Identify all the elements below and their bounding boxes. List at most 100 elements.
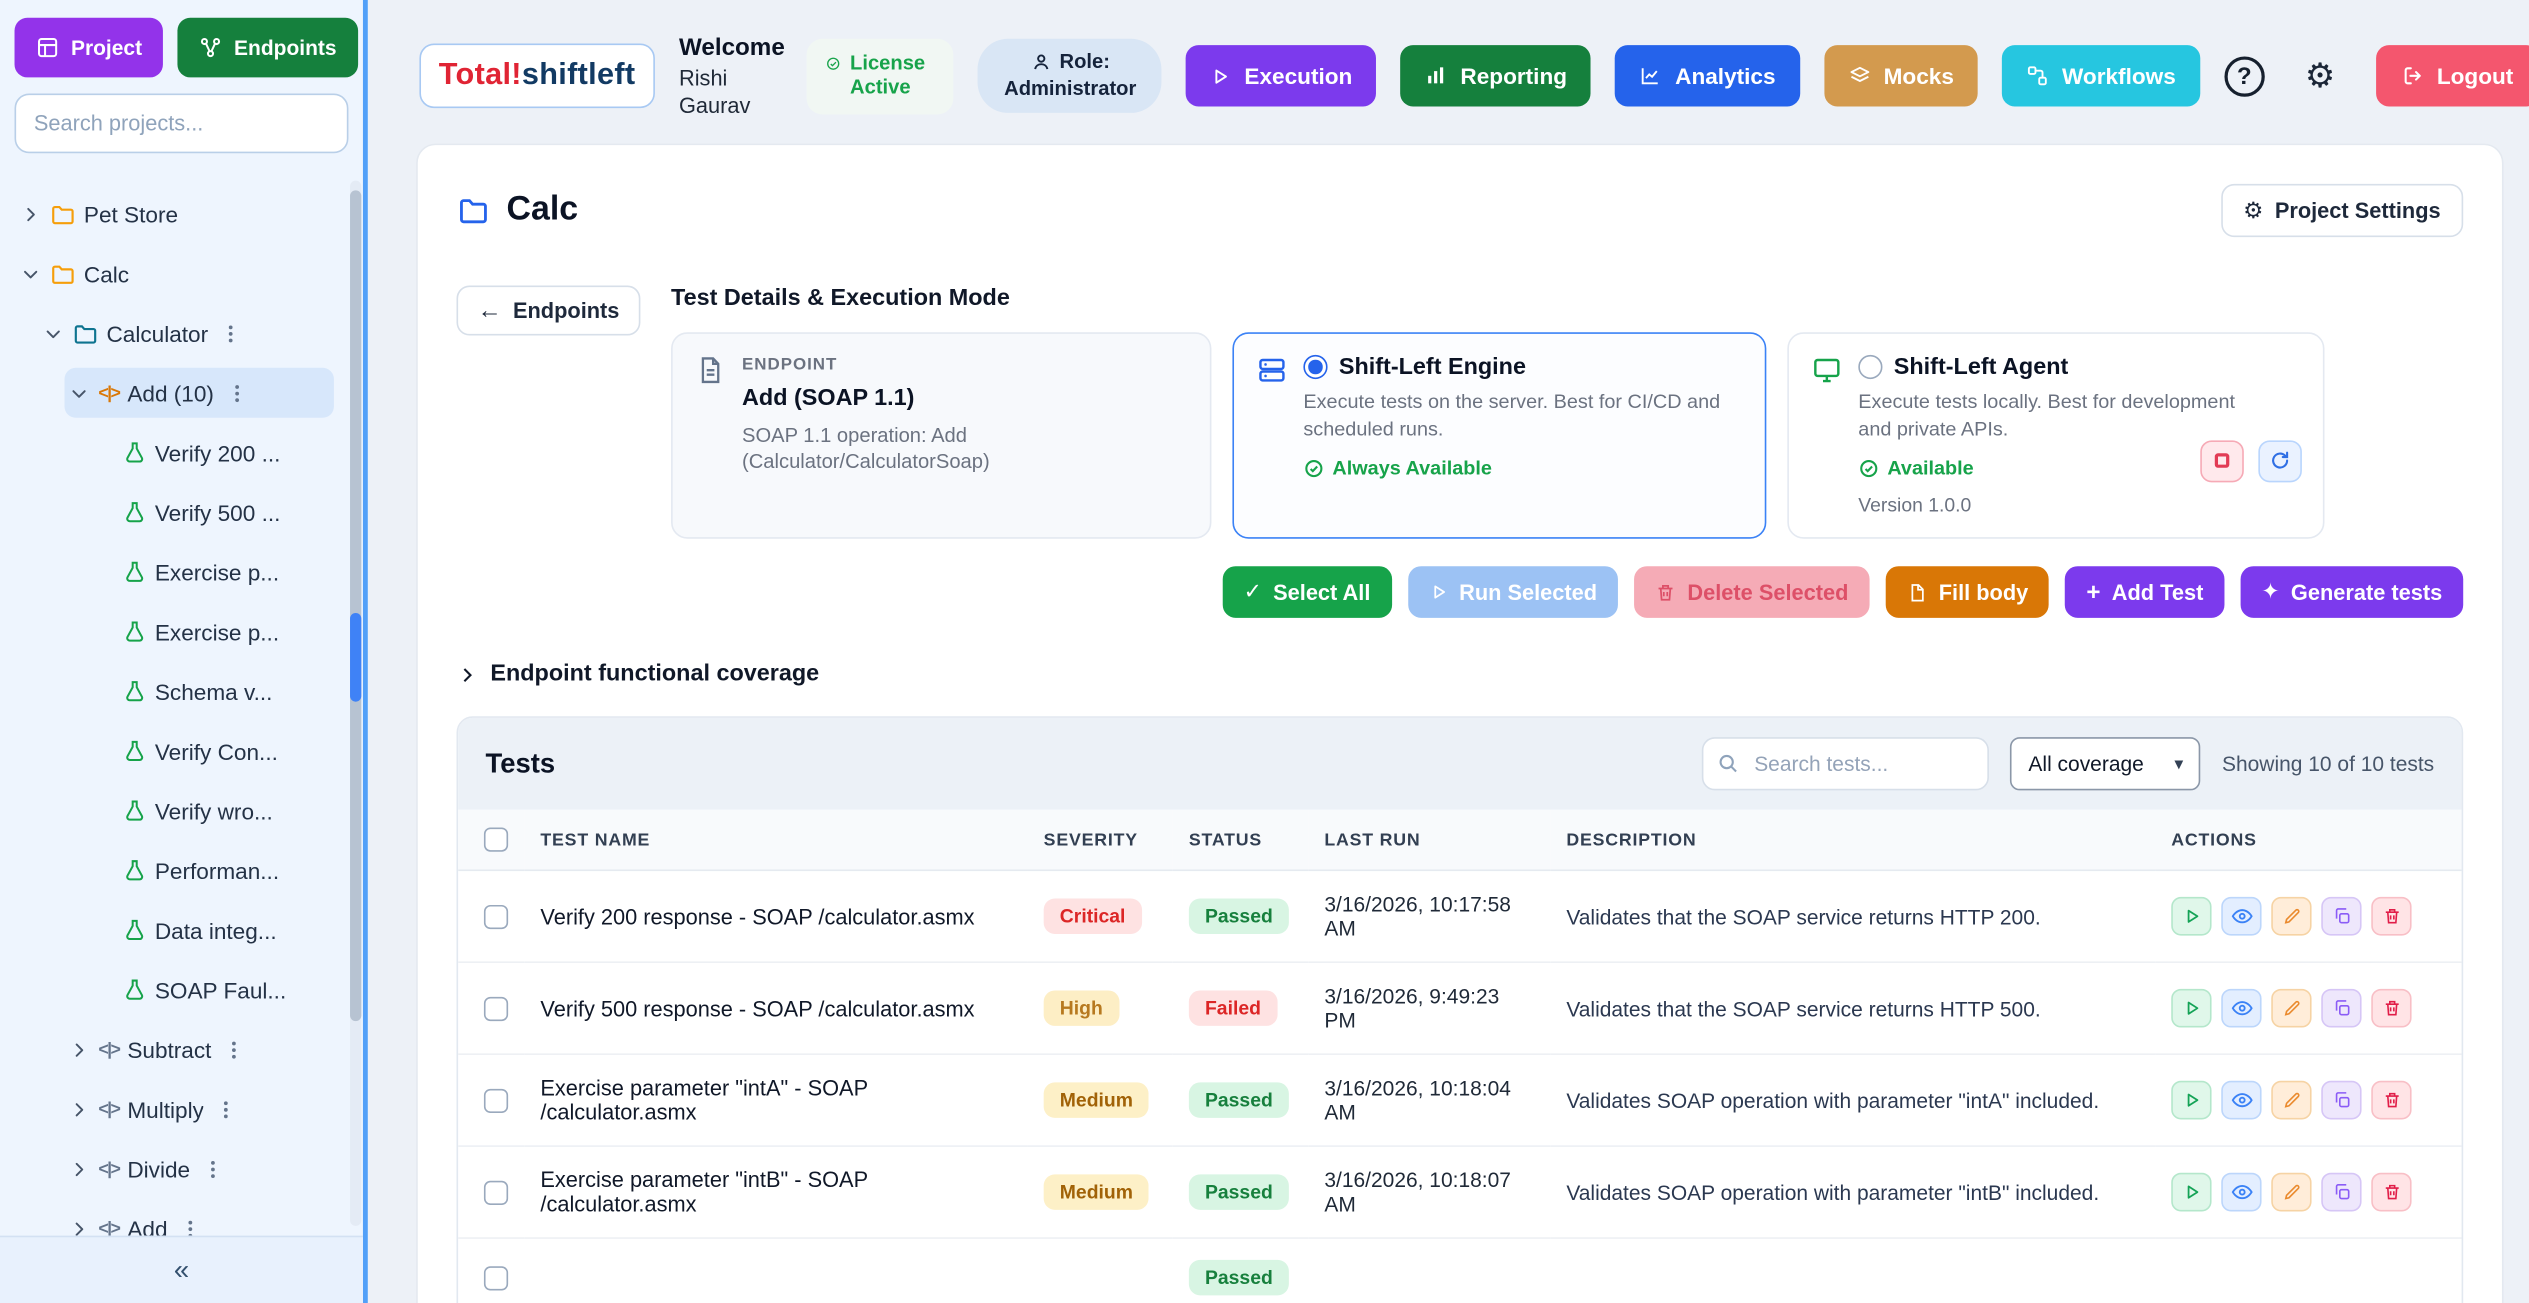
duplicate-test-button[interactable] bbox=[2321, 1080, 2362, 1120]
tree-item-verify-con[interactable]: Verify Con... bbox=[119, 726, 334, 776]
tree-item-label: Verify 200 ... bbox=[154, 439, 281, 466]
coverage-filter-select[interactable]: All coverage ▾ bbox=[2010, 737, 2202, 791]
sidebar-scrollbar[interactable] bbox=[350, 180, 362, 1226]
tree-item-pet-store[interactable]: Pet Store bbox=[16, 189, 334, 239]
chevron-right-icon[interactable] bbox=[68, 1219, 91, 1236]
tree-item-add[interactable]: <|> Add bbox=[65, 1203, 334, 1236]
logout-button[interactable]: Logout bbox=[2375, 45, 2529, 107]
chevron-down-icon[interactable] bbox=[42, 323, 65, 342]
kebab-menu-icon[interactable] bbox=[179, 1217, 202, 1236]
tree-item-calc[interactable]: Calc bbox=[16, 248, 334, 298]
chevron-right-icon[interactable] bbox=[19, 204, 42, 223]
analytics-button[interactable]: Analytics bbox=[1615, 45, 1800, 107]
kebab-menu-icon[interactable] bbox=[201, 1157, 224, 1180]
generate-tests-button[interactable]: ✦ Generate tests bbox=[2240, 566, 2464, 618]
tree-item-label: Multiply bbox=[127, 1096, 204, 1122]
tree-item-verify-500[interactable]: Verify 500 ... bbox=[119, 487, 334, 537]
chevron-right-icon[interactable] bbox=[68, 1040, 91, 1059]
reporting-button[interactable]: Reporting bbox=[1400, 45, 1592, 107]
shift-left-engine-card[interactable]: Shift-Left Engine Execute tests on the s… bbox=[1232, 331, 1767, 539]
tree-item-add-10[interactable]: <|> Add (10) bbox=[64, 367, 334, 418]
kebab-menu-icon[interactable] bbox=[215, 1098, 238, 1121]
tree-item-divide[interactable]: <|> Divide bbox=[65, 1144, 334, 1194]
row-checkbox[interactable] bbox=[483, 904, 509, 930]
kebab-menu-icon[interactable] bbox=[223, 1038, 246, 1061]
view-test-button[interactable] bbox=[2221, 896, 2262, 936]
help-icon[interactable]: ? bbox=[2224, 56, 2265, 97]
chevron-right-icon[interactable] bbox=[68, 1159, 91, 1178]
mocks-button[interactable]: Mocks bbox=[1823, 45, 1979, 107]
chevron-right-icon[interactable] bbox=[68, 1099, 91, 1118]
shift-left-agent-card[interactable]: Shift-Left Agent Execute tests locally. … bbox=[1787, 331, 2325, 539]
agent-stop-button[interactable] bbox=[2200, 439, 2244, 482]
view-test-button[interactable] bbox=[2221, 988, 2262, 1028]
delete-test-button[interactable] bbox=[2371, 1172, 2412, 1212]
row-checkbox[interactable] bbox=[483, 996, 509, 1022]
row-checkbox[interactable] bbox=[483, 1088, 509, 1113]
tree-item-exercise-p[interactable]: Exercise p... bbox=[119, 607, 334, 657]
back-to-endpoints-button[interactable]: ← Endpoints bbox=[456, 284, 641, 335]
tree-item-data-integ[interactable]: Data integ... bbox=[119, 905, 334, 955]
add-test-button[interactable]: + Add Test bbox=[2065, 566, 2225, 618]
tree-item-calculator[interactable]: Calculator bbox=[39, 308, 334, 358]
plus-icon: + bbox=[2086, 578, 2101, 606]
engine-radio[interactable] bbox=[1303, 355, 1328, 380]
select-all-button[interactable]: ✓ Select All bbox=[1222, 566, 1392, 618]
tree-item-soap-faul[interactable]: SOAP Faul... bbox=[119, 965, 334, 1015]
settings-gear-icon[interactable]: ⚙ bbox=[2304, 57, 2336, 95]
sidebar-collapse-button[interactable]: « bbox=[0, 1235, 363, 1303]
delete-test-button[interactable] bbox=[2371, 988, 2412, 1028]
tree-item-schema-v[interactable]: Schema v... bbox=[119, 666, 334, 716]
run-test-button[interactable] bbox=[2171, 1080, 2212, 1120]
table-row: Verify 200 response - SOAP /calculator.a… bbox=[458, 870, 2462, 964]
coverage-toggle[interactable]: Endpoint functional coverage bbox=[457, 661, 2464, 687]
search-projects-input[interactable] bbox=[14, 93, 349, 154]
tree-item-verify-200[interactable]: Verify 200 ... bbox=[119, 427, 334, 477]
agent-refresh-button[interactable] bbox=[2258, 439, 2302, 482]
run-selected-button[interactable]: Run Selected bbox=[1407, 566, 1619, 618]
delete-test-button[interactable] bbox=[2371, 1080, 2412, 1120]
duplicate-test-button[interactable] bbox=[2321, 896, 2362, 936]
tree-item-performan[interactable]: Performan... bbox=[119, 845, 334, 895]
search-tests-input[interactable] bbox=[1702, 737, 1990, 791]
check-circle-icon bbox=[826, 57, 840, 70]
coverage-toggle-label: Endpoint functional coverage bbox=[490, 661, 820, 688]
user-name: Rishi Gaurav bbox=[678, 65, 751, 118]
run-test-button[interactable] bbox=[2171, 988, 2212, 1028]
edit-test-button[interactable] bbox=[2271, 988, 2312, 1028]
edit-test-button[interactable] bbox=[2271, 1080, 2312, 1120]
test-flask-icon bbox=[123, 560, 147, 584]
tree-item-verify-wro[interactable]: Verify wro... bbox=[119, 786, 334, 836]
duplicate-test-button[interactable] bbox=[2321, 1172, 2362, 1212]
license-badge: License Active bbox=[806, 38, 955, 115]
tree-item-subtract[interactable]: <|> Subtract bbox=[65, 1024, 334, 1074]
run-test-button[interactable] bbox=[2171, 896, 2212, 936]
row-checkbox[interactable] bbox=[483, 1266, 509, 1291]
delete-selected-button[interactable]: Delete Selected bbox=[1634, 566, 1870, 618]
delete-test-button[interactable] bbox=[2371, 896, 2412, 936]
tree-item-exercise-p[interactable]: Exercise p... bbox=[119, 547, 334, 597]
edit-test-button[interactable] bbox=[2271, 1172, 2312, 1212]
select-all-checkbox[interactable] bbox=[483, 827, 509, 852]
row-checkbox[interactable] bbox=[483, 1180, 509, 1205]
run-test-button[interactable] bbox=[2171, 1172, 2212, 1212]
kebab-menu-icon[interactable] bbox=[219, 322, 242, 345]
edit-test-button[interactable] bbox=[2271, 896, 2312, 936]
duplicate-test-button[interactable] bbox=[2321, 988, 2362, 1028]
agent-radio[interactable] bbox=[1858, 355, 1883, 380]
chevron-down-icon[interactable] bbox=[68, 383, 91, 402]
project-settings-button[interactable]: ⚙ Project Settings bbox=[2220, 183, 2464, 237]
view-test-button[interactable] bbox=[2221, 1172, 2262, 1212]
scrollbar-thumb[interactable] bbox=[350, 190, 362, 1022]
project-button[interactable]: Project bbox=[14, 17, 164, 78]
test-flask-icon bbox=[123, 858, 147, 882]
fill-body-button[interactable]: Fill body bbox=[1885, 566, 2050, 618]
kebab-menu-icon[interactable] bbox=[225, 381, 248, 404]
tree-item-multiply[interactable]: <|> Multiply bbox=[65, 1084, 334, 1134]
workflows-button[interactable]: Workflows bbox=[2002, 45, 2200, 107]
view-test-button[interactable] bbox=[2221, 1080, 2262, 1120]
execution-button[interactable]: Execution bbox=[1186, 45, 1377, 107]
chevron-down-icon[interactable] bbox=[19, 264, 42, 283]
tests-panel: Tests All coverage ▾ Showing 10 of 10 te… bbox=[456, 716, 2464, 1303]
endpoints-button[interactable]: Endpoints bbox=[177, 17, 358, 78]
